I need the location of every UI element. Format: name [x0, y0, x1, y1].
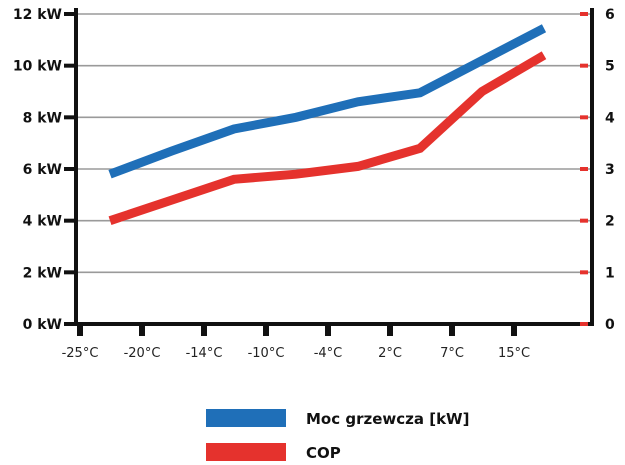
y-right-tick-label: 4 — [605, 110, 615, 126]
legend-swatch — [206, 409, 286, 427]
y-left-tick-label: 0 kW — [23, 317, 62, 333]
y-left-tick-label: 2 kW — [23, 265, 62, 281]
y-right-tick-label: 0 — [605, 317, 615, 333]
legend: Moc grzewcza [kW] COP — [206, 409, 469, 462]
y-right-tick-label: 3 — [605, 162, 615, 178]
y-left-tick-label: 4 kW — [23, 214, 62, 230]
y-right-tick-label: 2 — [605, 214, 615, 230]
y-right-tick-label: 1 — [605, 265, 615, 281]
x-tick-label: 15°C — [498, 346, 530, 361]
x-tick-label: -10°C — [248, 346, 285, 361]
x-tick-label: -14°C — [186, 346, 223, 361]
series-lines — [108, 24, 547, 225]
y-right-tick-label: 6 — [605, 7, 615, 23]
x-tick-label: -20°C — [124, 346, 161, 361]
x-tick-label: 2°C — [378, 346, 402, 361]
legend-swatch — [206, 443, 286, 461]
series-line — [108, 51, 547, 225]
axes — [64, 8, 594, 336]
y-left-tick-label: 6 kW — [23, 162, 62, 178]
legend-label: COP — [306, 444, 341, 462]
x-tick-label: -4°C — [314, 346, 343, 361]
series-line — [108, 24, 547, 179]
y-left-tick-label: 8 kW — [23, 110, 62, 126]
y-left-tick-label: 12 kW — [13, 7, 62, 23]
legend-label: Moc grzewcza [kW] — [306, 410, 469, 428]
y-left-tick-label: 10 kW — [13, 59, 62, 75]
x-tick-label: 7°C — [440, 346, 464, 361]
grid-lines — [76, 13, 592, 274]
tick-labels: 0 kW 2 kW 4 kW 6 kW 8 kW 10 kW 12 kW 0 1 2 3 4 5 6 -25… — [13, 7, 615, 361]
y-right-tick-label: 5 — [605, 59, 615, 75]
x-tick-label: -25°C — [62, 346, 99, 361]
